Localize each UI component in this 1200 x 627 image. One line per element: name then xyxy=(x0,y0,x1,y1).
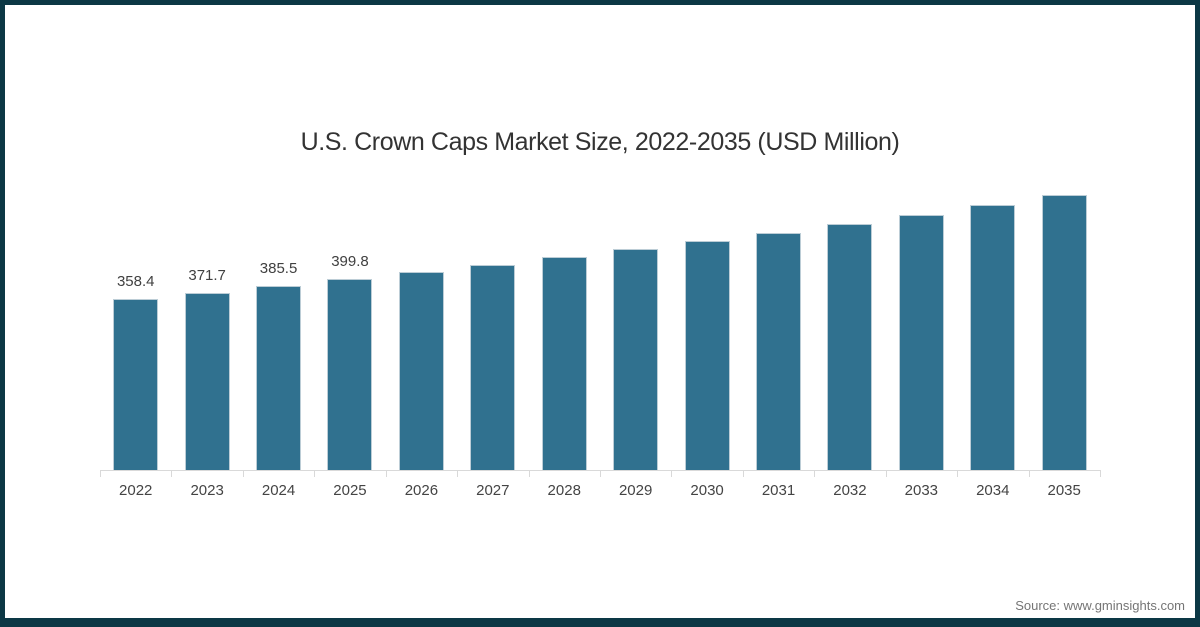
axis-tick xyxy=(1028,470,1030,477)
bar-2026 xyxy=(398,272,444,470)
bar-slot: 371.7 xyxy=(171,170,242,470)
axis-tick xyxy=(814,470,816,477)
x-axis-tick-label: 2032 xyxy=(833,482,867,499)
bar-slot: 399.8 xyxy=(314,170,385,470)
bar-slot xyxy=(957,170,1028,470)
x-axis-tick-label: 2031 xyxy=(761,482,796,499)
x-axis-tick-label: 2025 xyxy=(333,482,367,499)
x-axis-tick-label: 2035 xyxy=(1047,482,1081,499)
bar-slot xyxy=(671,170,742,470)
axis-tick xyxy=(100,470,101,477)
bar-2028 xyxy=(541,257,587,470)
bar-value-label: 399.8 xyxy=(331,253,369,271)
bar-slot xyxy=(886,170,957,470)
bar-slot xyxy=(386,170,457,470)
axis-tick xyxy=(457,470,459,477)
bar-value-label: 371.7 xyxy=(188,266,226,284)
x-axis-tick-label: 2034 xyxy=(976,482,1010,499)
source-attribution: Source: www.gminsights.com xyxy=(1015,598,1185,613)
axis-tick xyxy=(957,470,959,477)
bar-2024 xyxy=(256,286,302,470)
bar-2032 xyxy=(827,223,873,470)
axis-tick xyxy=(600,470,601,477)
axis-tick xyxy=(171,470,173,477)
x-axis-tick-label: 2033 xyxy=(904,482,939,499)
bar-slot xyxy=(743,170,814,470)
x-axis-tick-label: 2027 xyxy=(476,482,510,499)
bar-2022 xyxy=(113,299,159,470)
chart-title: U.S. Crown Caps Market Size, 2022-2035 (… xyxy=(300,128,900,156)
bar-2034 xyxy=(970,205,1016,470)
axis-tick xyxy=(314,470,316,477)
bar-slot: 385.5 xyxy=(243,170,314,470)
bar-2025 xyxy=(327,279,373,470)
axis-tick xyxy=(671,470,673,477)
axis-tick xyxy=(242,470,244,477)
bar-slot xyxy=(814,170,885,470)
chart-canvas: U.S. Crown Caps Market Size, 2022-2035 (… xyxy=(5,5,1195,618)
x-axis-labels-row: 2022 2023 2024 2025 2026 2027 2028 2029 2030 2031… xyxy=(100,482,1100,499)
bar-2023 xyxy=(184,292,230,470)
axis-tick xyxy=(1100,470,1101,477)
bar-2031 xyxy=(756,232,801,470)
axis-tick xyxy=(742,470,744,477)
bar-slot: 358.4 xyxy=(100,170,171,470)
x-axis-tick-label: 2023 xyxy=(190,482,224,499)
bar-2029 xyxy=(613,249,659,470)
axis-tick xyxy=(385,470,387,477)
bar-value-label: 358.4 xyxy=(116,273,155,290)
bar-2035 xyxy=(1041,195,1087,470)
x-axis-tick-label: 2022 xyxy=(119,482,153,499)
x-axis-tick-label: 2029 xyxy=(618,482,653,499)
axis-tick xyxy=(885,470,887,477)
bar-slot xyxy=(1028,170,1099,470)
bars-row: 358.4 371.7 385.5 399.8 xyxy=(100,170,1100,470)
bar-slot xyxy=(600,170,671,470)
x-axis-tick-label: 2026 xyxy=(404,482,439,499)
bar-slot xyxy=(457,170,528,470)
bar-2033 xyxy=(898,214,944,470)
bar-slot xyxy=(529,170,600,470)
bar-2027 xyxy=(470,264,516,470)
x-axis-tick-label: 2028 xyxy=(547,482,581,499)
bar-value-label: 385.5 xyxy=(259,260,298,278)
x-axis-tick-label: 2024 xyxy=(261,482,296,499)
axis-tick xyxy=(528,470,530,477)
x-axis-tick-label: 2030 xyxy=(690,482,724,499)
bar-2030 xyxy=(684,241,730,470)
